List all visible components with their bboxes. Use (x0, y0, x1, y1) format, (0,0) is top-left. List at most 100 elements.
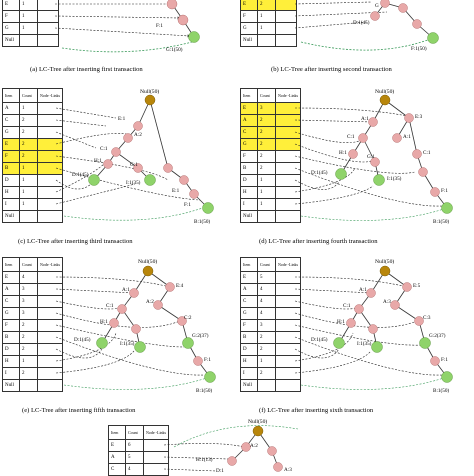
tree-node (144, 174, 156, 186)
node-label: A:1 (361, 116, 369, 122)
caption-f: (f) LC-Tree after inserting sixth transa… (259, 407, 374, 414)
node-label: F:1 (441, 357, 448, 363)
tree-node (129, 288, 139, 298)
node-label: B:1(50) (433, 218, 449, 225)
tree-node (398, 3, 408, 13)
node-label: C:1 (106, 303, 114, 309)
tree-node (133, 163, 143, 173)
node-label: D:1 (216, 468, 224, 474)
tree-node (133, 121, 143, 131)
tree-node (202, 202, 214, 214)
node-label: F:1 (204, 357, 211, 363)
table-header: Item Count Node -Links (2, 257, 64, 272)
node-label: H:1(13) (196, 456, 213, 463)
tree-node (227, 456, 237, 466)
tree-node (418, 167, 428, 177)
tree-node (182, 337, 194, 349)
table-header: Item Count Node -Links (240, 88, 302, 103)
tree-node (366, 288, 376, 298)
tree-node (177, 316, 187, 326)
node-label: I:1(35) (357, 340, 372, 347)
tree-node (109, 318, 119, 328)
tree-node (111, 147, 121, 157)
node-label: C:1 (100, 146, 108, 152)
node-label: E:5 (413, 283, 421, 289)
caption-a: (a) LC-Tree after inserting first transa… (30, 66, 143, 73)
tree-node (358, 133, 368, 143)
tree-node (134, 341, 146, 353)
tree-c: Null(50) E:1 A:2 C:1 H:1 D:1(45) G:1 I:1… (55, 88, 214, 225)
tree-node (414, 316, 424, 326)
node-label: G:1 (367, 154, 375, 160)
tree-a: F:1 G:1(50) (54, 0, 200, 53)
tree-d: Null(50) A:1 E:3 A:1 C:1 C:1 H:1 G:1 D:1… (294, 88, 453, 225)
node-label: D:1(45) (353, 19, 370, 26)
null-root-label: Null(50) (375, 258, 394, 265)
node-label: H:1 (339, 150, 347, 156)
node-label: A:2 (250, 443, 258, 449)
node-label: E:1 (118, 116, 126, 122)
tree-node (193, 356, 203, 366)
node-label: I:1(35) (387, 175, 402, 182)
node-label: C:3 (423, 315, 431, 321)
tree-node (412, 149, 422, 159)
node-label: A:2 (146, 299, 154, 305)
node-label: B:1(50) (194, 218, 210, 225)
node-label: I:1(35) (126, 179, 141, 186)
table-row: Null (240, 210, 302, 223)
table-row: Null (240, 379, 302, 392)
tree-node (252, 425, 264, 437)
tree-node (368, 117, 378, 127)
table-row: Null (2, 210, 64, 223)
node-label: B:1(50) (433, 387, 449, 394)
node-label: H:1 (94, 158, 102, 164)
tree-node (373, 174, 385, 186)
tree-e: Null(50) A:1 E:4 C:1 A:2 H:1 D:1(45) I:1… (55, 258, 216, 394)
tree-node (177, 14, 189, 26)
node-label: E:3 (415, 114, 423, 120)
tree-node (273, 462, 283, 472)
tree-node (430, 356, 440, 366)
caption-b: (b) LC-Tree after inserting second trans… (271, 66, 392, 73)
tree-node (103, 159, 113, 169)
node-label: C:2 (184, 315, 192, 321)
node-label: E:4 (176, 283, 184, 289)
tree-node (348, 149, 358, 159)
tree-node (402, 282, 412, 292)
tree-node (335, 168, 347, 180)
node-label: D:1(45) (311, 169, 328, 176)
tree-node (163, 163, 173, 173)
null-root-label: Null(50) (140, 88, 159, 95)
tree-node (441, 202, 453, 214)
node-label: A:3 (383, 299, 391, 305)
tree-node (179, 175, 189, 185)
tree-node (204, 371, 216, 383)
node-label: D:1(45) (311, 336, 328, 343)
node-label: D:1(45) (74, 336, 91, 343)
caption-e: (e) LC-Tree after inserting fifth transa… (22, 407, 136, 414)
tree-node (333, 337, 345, 349)
